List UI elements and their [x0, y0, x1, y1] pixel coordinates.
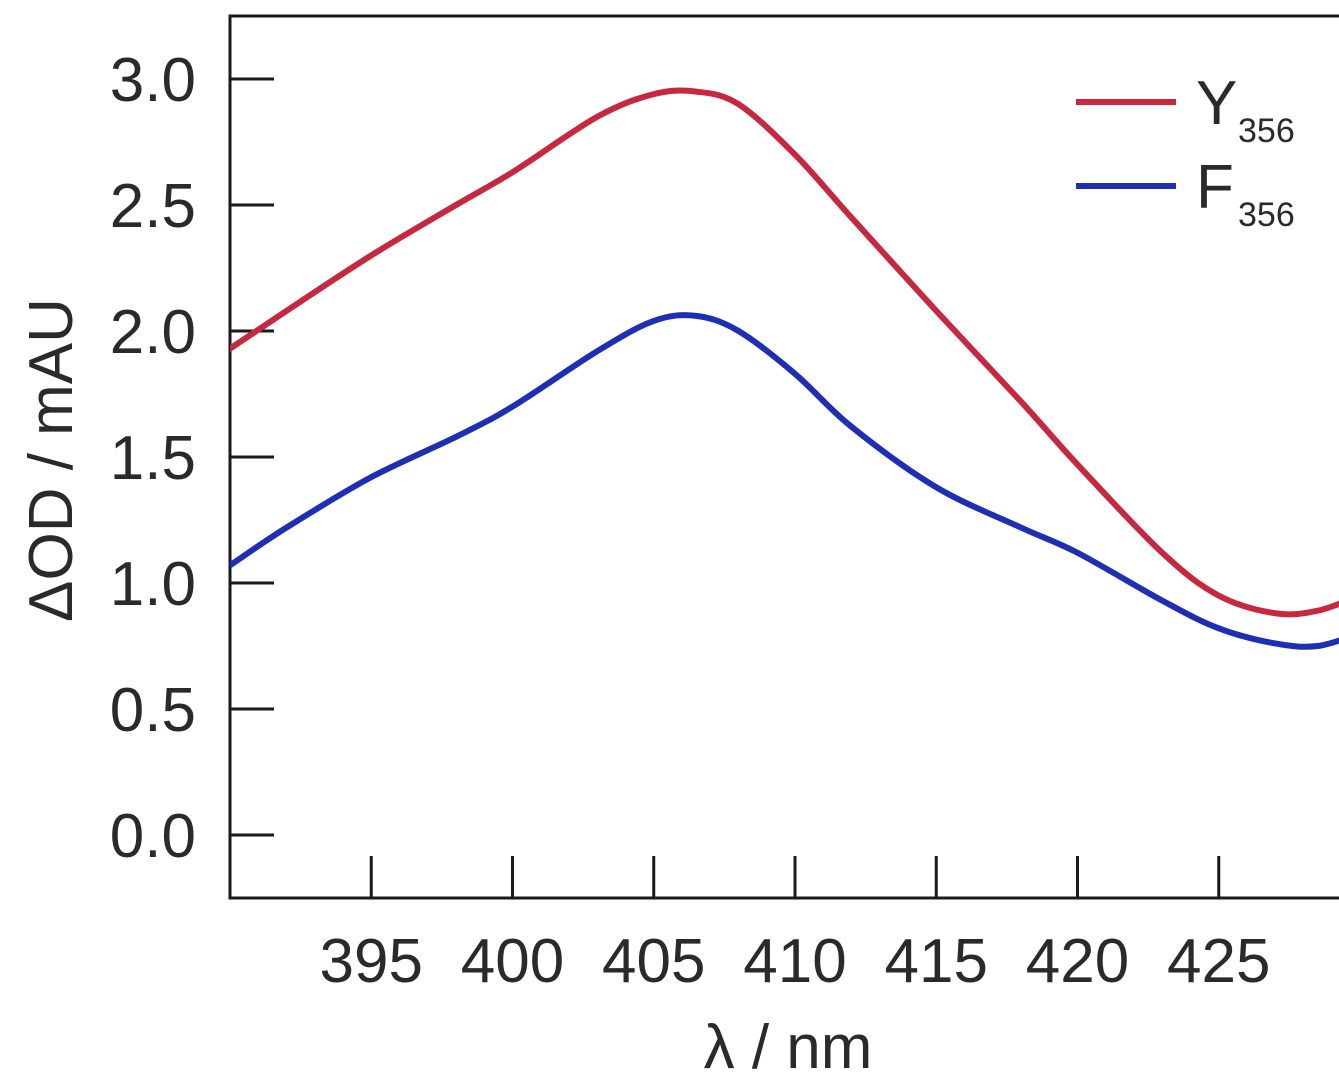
x-axis-label: λ / nm [704, 1013, 873, 1076]
x-tick-label: 425 [1167, 927, 1270, 996]
y-tick-label: 2.5 [110, 172, 196, 241]
x-tick-label: 400 [461, 927, 564, 996]
y-axis-label: ΔOD / mAU [17, 298, 86, 622]
series-line-y356 [230, 87, 1339, 618]
legend-label: F [1196, 153, 1234, 222]
y-tick-label: 1.5 [110, 424, 196, 493]
x-tick-label: 420 [1026, 927, 1129, 996]
x-tick-label: 405 [602, 927, 705, 996]
x-axis-ticks: 395 400 405 410 415 420 425 [320, 856, 1270, 996]
legend-label-subscript: 356 [1238, 196, 1295, 234]
y-axis-ticks: 0.0 0.5 1.0 1.5 2.0 2.5 3.0 [110, 46, 274, 871]
legend-label-subscript: 356 [1238, 112, 1295, 150]
y-tick-label: 3.0 [110, 46, 196, 115]
y-tick-label: 2.0 [110, 298, 196, 367]
series-lines [230, 87, 1339, 650]
y-tick-label: 0.5 [110, 676, 196, 745]
x-tick-label: 415 [885, 927, 988, 996]
legend-label: Y [1196, 69, 1237, 138]
series-line-f356 [230, 312, 1339, 650]
y-tick-label: 0.0 [110, 802, 196, 871]
x-tick-label: 395 [320, 927, 423, 996]
y-tick-label: 1.0 [110, 550, 196, 619]
x-tick-label: 410 [743, 927, 846, 996]
